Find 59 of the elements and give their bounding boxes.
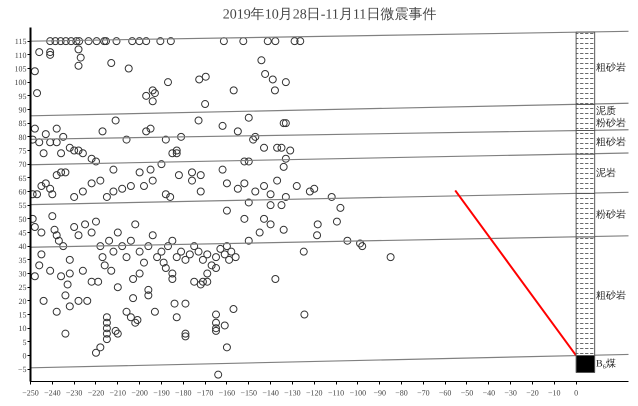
x-tick-label: −40: [482, 388, 496, 398]
series-label: 泥岩: [596, 167, 616, 180]
x-tick-label: −70: [417, 388, 430, 398]
x-tick-label: −130: [284, 388, 301, 398]
x-tick-label: −150: [240, 388, 258, 398]
x-tick-label: −190: [153, 388, 170, 398]
x-tick-label: −230: [66, 388, 82, 398]
y-tick-label: 110: [14, 50, 26, 60]
series-label: 粗砂岩: [596, 290, 626, 302]
y-tick-label: 65: [18, 174, 26, 183]
y-tick-label: 70: [18, 160, 26, 170]
x-tick-label: −60: [438, 388, 452, 398]
x-tick-label: −50: [460, 388, 474, 398]
x-tick-label: −90: [373, 388, 386, 398]
x-tick-label: −160: [218, 388, 236, 398]
x-tick-label: −110: [328, 388, 344, 398]
y-tick-label: 10: [18, 324, 26, 334]
y-tick-label: 0: [22, 352, 26, 361]
x-tick-label: −240: [44, 388, 61, 398]
chart-title: 2019年10月28日-11月11日微震事件: [222, 6, 436, 22]
y-tick-label: 85: [18, 119, 26, 128]
series-label: B₆煤: [596, 358, 616, 370]
y-tick-label: −5: [18, 365, 27, 374]
x-tick-label: −80: [395, 388, 408, 398]
x-tick-label: −200: [131, 388, 148, 398]
x-tick-label: −220: [88, 388, 104, 398]
y-tick-label: 5: [22, 338, 26, 347]
y-tick-label: 75: [18, 146, 26, 156]
x-tick-label: −140: [262, 388, 279, 398]
y-tick-label: 55: [18, 201, 26, 210]
y-tick-label: 100: [14, 78, 26, 88]
x-tick-label: 0: [574, 388, 578, 398]
series-label: 粗砂岩: [596, 136, 626, 148]
x-tick-label: −170: [196, 388, 214, 398]
y-tick-label: 15: [18, 310, 26, 320]
y-tick-label: 20: [18, 296, 26, 306]
x-tick-label: −100: [350, 388, 366, 398]
y-tick-label: 105: [14, 64, 26, 74]
y-tick-label: 30: [18, 270, 26, 279]
x-tick-label: −30: [504, 388, 517, 398]
y-tick-label: 45: [18, 228, 26, 238]
y-tick-label: 95: [18, 92, 26, 101]
x-tick-label: −250: [22, 388, 39, 398]
x-tick-label: −210: [110, 388, 126, 398]
x-tick-label: −10: [548, 388, 561, 398]
series-label: 泥质粉砂岩: [596, 104, 626, 129]
y-tick-label: 35: [18, 256, 26, 265]
y-tick-label: 90: [18, 106, 26, 115]
x-tick-label: −20: [526, 388, 539, 398]
y-tick-label: 40: [18, 242, 26, 252]
y-tick-label: 25: [18, 283, 26, 292]
x-tick-label: −120: [306, 388, 322, 398]
y-tick-label: 50: [18, 214, 26, 224]
x-tick-label: −180: [175, 388, 192, 398]
series-label: 粉砂岩: [596, 208, 626, 221]
series-label: 粗砂岩: [596, 62, 626, 74]
y-tick-label: 80: [18, 132, 26, 142]
y-tick-label: 115: [14, 37, 26, 46]
y-tick-label: 60: [18, 188, 26, 197]
